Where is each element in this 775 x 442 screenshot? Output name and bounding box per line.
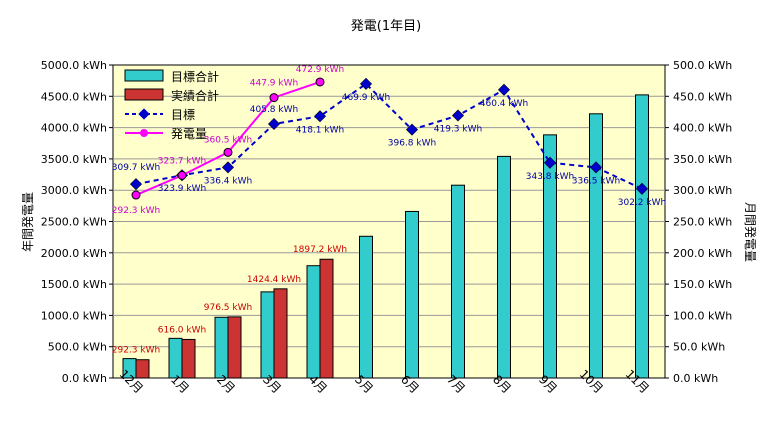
line-label-mokuhyo: 469.9 kWh bbox=[342, 93, 390, 103]
y-tick-label-left: 3000.0 kWh bbox=[41, 184, 107, 197]
marker-hatsudenryo bbox=[131, 190, 141, 200]
line-label-mokuhyo: 336.5 kWh bbox=[572, 176, 620, 186]
y-tick-label-right: 450.0 kWh bbox=[673, 90, 732, 103]
marker-hatsudenryo bbox=[315, 77, 325, 87]
line-label-mokuhyo: 460.4 kWh bbox=[480, 99, 528, 109]
y-tick-label-right: 300.0 kWh bbox=[673, 184, 732, 197]
line-label-mokuhyo: 343.8 kWh bbox=[526, 172, 574, 182]
legend-label: 実績合計 bbox=[171, 88, 219, 103]
data-labels: 292.3 kWh 616.0 kWh 976.5 kWh 1424.4 kWh 189… bbox=[112, 65, 666, 356]
bar-jisseki-gokei bbox=[181, 338, 196, 379]
y-axis-right-label: 月間発電量 bbox=[743, 202, 757, 262]
bar-label-jisseki: 1897.2 kWh bbox=[293, 245, 347, 255]
y-tick-label-left: 500.0 kWh bbox=[48, 341, 107, 354]
marker-mokuhyo bbox=[267, 117, 281, 130]
grid-lines bbox=[113, 95, 665, 348]
y-tick-label-right: 100.0 kWh bbox=[673, 309, 732, 322]
marker-mokuhyo bbox=[359, 77, 373, 90]
y-tick-label-left: 1000.0 kWh bbox=[41, 309, 107, 322]
marker-mokuhyo bbox=[129, 178, 143, 191]
line-label-mokuhyo: 302.2 kWh bbox=[618, 198, 666, 208]
legend-label: 目標 bbox=[171, 108, 195, 122]
legend-swatch bbox=[124, 88, 164, 101]
y-tick-label-left: 2000.0 kWh bbox=[41, 247, 107, 260]
axes: 0.0 kWh 0.0 kWh 500.0 kWh 50.0 kWh 1000.0 kW… bbox=[41, 59, 732, 396]
bar-mokuhyo-gokei bbox=[260, 291, 275, 379]
bar-jisseki-gokei bbox=[227, 316, 242, 379]
marker-hatsudenryo bbox=[269, 93, 279, 103]
y-tick-label-left: 4000.0 kWh bbox=[41, 122, 107, 135]
line-label-mokuhyo: 419.3 kWh bbox=[434, 125, 482, 135]
line-mokuhyo bbox=[135, 82, 643, 190]
line-label-hatsudenryo: 323.7 kWh bbox=[158, 156, 206, 166]
bar-jisseki-gokei bbox=[135, 359, 150, 379]
bar-mokuhyo-gokei bbox=[168, 337, 183, 379]
marker-mokuhyo bbox=[497, 83, 511, 96]
bar-mokuhyo-gokei bbox=[405, 210, 419, 379]
y-tick-label-right: 350.0 kWh bbox=[673, 153, 732, 166]
y-tick-label-right: 500.0 kWh bbox=[673, 59, 732, 72]
marker-mokuhyo bbox=[221, 161, 235, 174]
bar-label-jisseki: 1424.4 kWh bbox=[247, 275, 301, 285]
y-axis-left-label: 年間発電量 bbox=[21, 192, 35, 252]
marker-hatsudenryo bbox=[223, 147, 233, 157]
y-tick-label-right: 50.0 kWh bbox=[673, 341, 725, 354]
y-tick-label-right: 250.0 kWh bbox=[673, 216, 732, 229]
bar-mokuhyo-gokei bbox=[214, 316, 229, 379]
marker-hatsudenryo bbox=[177, 170, 187, 180]
bar-mokuhyo-gokei bbox=[635, 94, 649, 379]
bar-jisseki-gokei bbox=[319, 258, 334, 379]
chart-title: 発電(1年目) bbox=[351, 19, 421, 34]
line-label-mokuhyo: 323.9 kWh bbox=[158, 184, 206, 194]
y-tick-label-left: 5000.0 kWh bbox=[41, 59, 107, 72]
y-tick-label-left: 2500.0 kWh bbox=[41, 216, 107, 229]
marker-mokuhyo bbox=[405, 123, 419, 136]
marker-mokuhyo bbox=[635, 182, 649, 195]
y-tick-label-right: 0.0 kWh bbox=[673, 372, 718, 385]
line-label-hatsudenryo: 472.9 kWh bbox=[296, 65, 344, 75]
marker-mokuhyo bbox=[313, 110, 327, 123]
bar-mokuhyo-gokei bbox=[306, 265, 321, 379]
bar-mokuhyo-gokei bbox=[497, 155, 511, 379]
bar-label-jisseki: 976.5 kWh bbox=[204, 303, 252, 313]
y-tick-label-right: 200.0 kWh bbox=[673, 247, 732, 260]
line-label-mokuhyo: 396.8 kWh bbox=[388, 139, 436, 149]
bar-jisseki-gokei bbox=[273, 288, 288, 379]
bar-label-jisseki: 292.3 kWh bbox=[112, 346, 160, 356]
y-tick-label-left: 0.0 kWh bbox=[62, 372, 107, 385]
y-tick-label-left: 4500.0 kWh bbox=[41, 90, 107, 103]
marker-mokuhyo bbox=[451, 109, 465, 122]
bar-mokuhyo-gokei bbox=[543, 134, 557, 379]
y-tick-label-right: 400.0 kWh bbox=[673, 122, 732, 135]
bar-mokuhyo-gokei bbox=[359, 235, 373, 379]
bars bbox=[122, 94, 649, 379]
legend-marker bbox=[140, 129, 148, 137]
bar-mokuhyo-gokei bbox=[589, 113, 603, 379]
line-label-mokuhyo: 418.1 kWh bbox=[296, 125, 344, 135]
line-label-hatsudenryo: 447.9 kWh bbox=[250, 79, 298, 89]
line-label-hatsudenryo: 360.5 kWh bbox=[204, 135, 252, 145]
line-label-hatsudenryo: 292.3 kWh bbox=[112, 206, 160, 216]
y-tick-label-right: 150.0 kWh bbox=[673, 278, 732, 291]
legend-label: 発電量 bbox=[171, 127, 207, 141]
y-tick-label-left: 3500.0 kWh bbox=[41, 153, 107, 166]
line-label-mokuhyo: 405.8 kWh bbox=[250, 105, 298, 115]
marker-mokuhyo bbox=[543, 156, 557, 169]
lines bbox=[129, 77, 649, 200]
bar-mokuhyo-gokei bbox=[451, 184, 465, 379]
line-label-mokuhyo: 309.7 kWh bbox=[112, 163, 160, 173]
legend-swatch bbox=[124, 69, 164, 82]
legend-label: 目標合計 bbox=[171, 69, 219, 84]
line-label-mokuhyo: 336.4 kWh bbox=[204, 176, 252, 186]
bar-label-jisseki: 616.0 kWh bbox=[158, 325, 206, 335]
y-tick-label-left: 1500.0 kWh bbox=[41, 278, 107, 291]
marker-mokuhyo bbox=[589, 161, 603, 174]
